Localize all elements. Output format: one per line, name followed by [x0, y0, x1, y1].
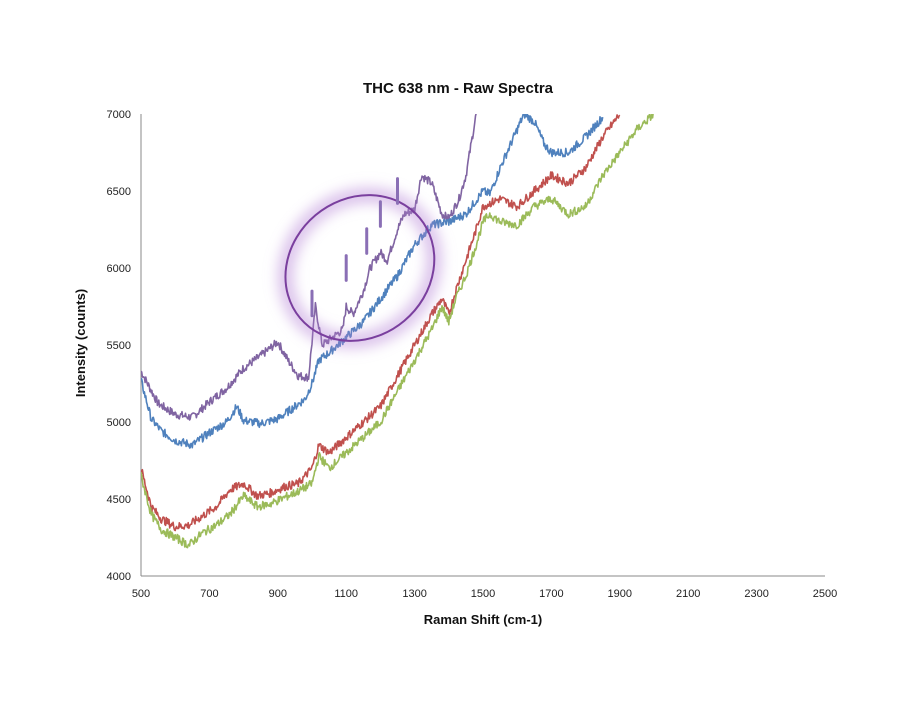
peak-highlight-annotation: [278, 177, 442, 348]
y-tick-label: 5000: [107, 417, 131, 429]
x-tick-labels: 500 700 900 1100 1300 1500 1700 1900 2100 2300 250…: [132, 588, 837, 600]
x-tick-label: 1100: [334, 588, 358, 600]
y-tick-label: 6000: [107, 263, 131, 275]
series-line-green: [141, 114, 654, 549]
series-line-blue: [141, 114, 604, 449]
y-tick-label: 6500: [107, 186, 131, 198]
y-tick-label: 4500: [107, 494, 131, 506]
series-line-purple: [141, 114, 477, 421]
y-tick-label: 7000: [107, 109, 131, 121]
x-tick-label: 1300: [402, 588, 426, 600]
x-tick-label: 900: [269, 588, 287, 600]
x-tick-label: 1900: [608, 588, 632, 600]
x-tick-label: 2100: [676, 588, 700, 600]
x-tick-label: 1700: [539, 588, 563, 600]
y-tick-label: 5500: [107, 340, 131, 352]
x-tick-label: 700: [200, 588, 218, 600]
x-tick-label: 2300: [744, 588, 768, 600]
x-axis-title: Raman Shift (cm-1): [424, 612, 542, 627]
x-tick-label: 1500: [471, 588, 495, 600]
y-axis-title: Intensity (counts): [73, 289, 88, 397]
highlight-ellipse: [284, 194, 436, 342]
x-tick-label: 2500: [813, 588, 837, 600]
x-tick-label: 500: [132, 588, 150, 600]
y-tick-label: 4000: [107, 571, 131, 583]
y-tick-labels: 4000 4500 5000 5500 6000 6500 7000: [107, 109, 131, 583]
series-lines: [141, 114, 654, 549]
chart-title: THC 638 nm - Raw Spectra: [363, 80, 554, 97]
series-line-red: [141, 114, 621, 532]
